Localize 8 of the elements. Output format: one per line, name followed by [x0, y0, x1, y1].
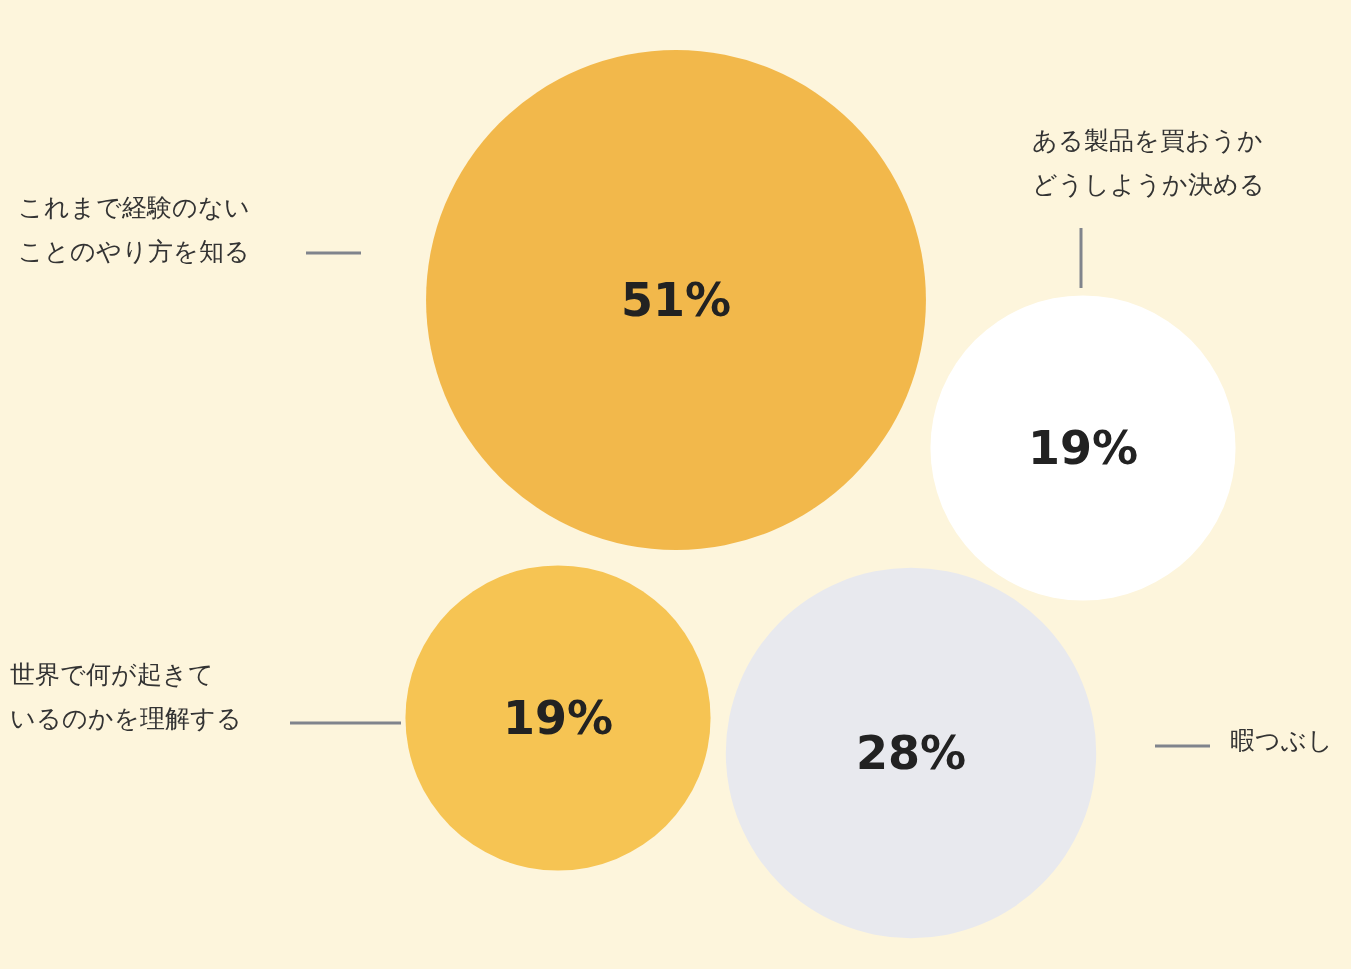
category-label: ある製品を買おうかどうしようか決める	[1032, 125, 1265, 199]
data-label: 51%	[620, 273, 732, 327]
data-label: 19%	[1027, 421, 1139, 475]
data-label: 28%	[855, 726, 967, 780]
category-label: 暇つぶし	[1230, 725, 1333, 755]
data-label: 19%	[502, 691, 614, 745]
category-label: 世界で何が起きているのかを理解する	[10, 659, 242, 733]
category-label: これまで経験のないことのやり方を知る	[18, 192, 250, 266]
